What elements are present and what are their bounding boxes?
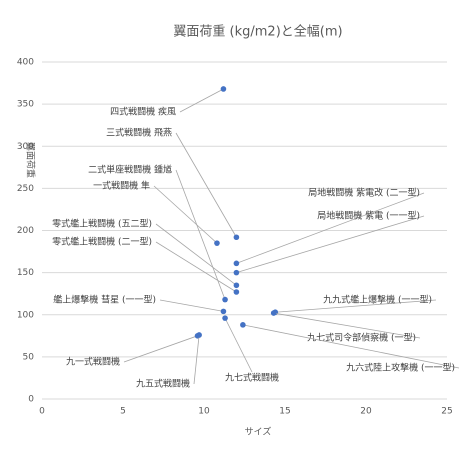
point-label: 零式艦上戦闘機 (五二型) — [52, 218, 152, 230]
point-label: 九七式司令部偵察機 (一型) — [307, 332, 416, 344]
x-tick-label: 25 — [441, 407, 452, 417]
x-tick-label: 20 — [360, 407, 372, 417]
chart-title: 翼面荷重 (kg/m2)と全幅(m) — [173, 24, 342, 40]
leader-line — [175, 132, 237, 238]
y-tick-label: 0 — [28, 395, 34, 405]
y-axis-label: 翼面荷重 — [25, 142, 37, 178]
leader-line — [275, 299, 437, 313]
point-label: 九一式戦闘機 — [66, 356, 120, 368]
point — [233, 289, 240, 295]
leader-line — [179, 88, 224, 113]
point — [214, 240, 220, 246]
point-label: 三式戦闘機 飛燕 — [106, 127, 172, 139]
point-label: 一式戦闘機 隼 — [93, 180, 150, 192]
leader-line — [193, 334, 200, 385]
point-label: 四式戦闘機 疾風 — [110, 106, 176, 118]
leader-line — [224, 317, 253, 373]
leader-line — [273, 312, 421, 339]
point — [220, 308, 227, 315]
x-tick-label: 10 — [198, 407, 210, 417]
point — [222, 296, 228, 303]
point-label: 局地戦闘機 紫電 (一一型) — [317, 210, 420, 222]
point-label: 九六式陸上攻撃機 (一一型) — [346, 362, 455, 374]
y-tick-label: 350 — [17, 100, 34, 110]
point — [196, 332, 202, 338]
point — [220, 86, 227, 92]
leader-line — [153, 185, 218, 244]
point — [233, 282, 240, 289]
x-tick-label: 15 — [279, 407, 290, 417]
point-label: 零式艦上戦闘機 (二一型) — [52, 236, 152, 248]
y-tick-label: 150 — [17, 268, 34, 278]
point — [233, 234, 240, 241]
leader-line — [236, 192, 425, 264]
point-label: 局地戦闘機 紫電改 (二一型) — [308, 187, 420, 199]
leader-line — [236, 215, 425, 274]
x-tick-label: 5 — [120, 407, 126, 417]
x-axis-label: サイズ — [245, 426, 272, 438]
point — [222, 315, 228, 321]
y-tick-label: 400 — [17, 58, 34, 68]
y-tick-label: 50 — [23, 352, 35, 362]
point-label: 二式単座戦闘機 鍾馗 — [88, 164, 172, 176]
leader-line — [242, 324, 460, 369]
point-label: 九七式戦闘機 — [225, 372, 279, 384]
leader-line — [175, 169, 226, 300]
point — [233, 269, 240, 276]
leader-line — [159, 299, 224, 312]
leader-line — [155, 241, 237, 293]
y-tick-label: 200 — [17, 226, 34, 236]
y-tick-label: 250 — [17, 184, 34, 194]
point — [233, 260, 240, 267]
point-label: 九五式戦闘機 — [136, 378, 190, 390]
x-tick-label: 0 — [39, 407, 45, 417]
point-label: 艦上爆撃機 彗星 (一一型) — [53, 294, 156, 306]
point — [270, 310, 277, 316]
leader-line — [155, 223, 237, 286]
point-label: 九九式艦上爆撃機 (一一型) — [323, 294, 432, 306]
y-tick-label: 300 — [17, 142, 34, 152]
leader-line — [123, 335, 198, 363]
point — [240, 322, 246, 328]
y-tick-label: 100 — [17, 310, 34, 320]
